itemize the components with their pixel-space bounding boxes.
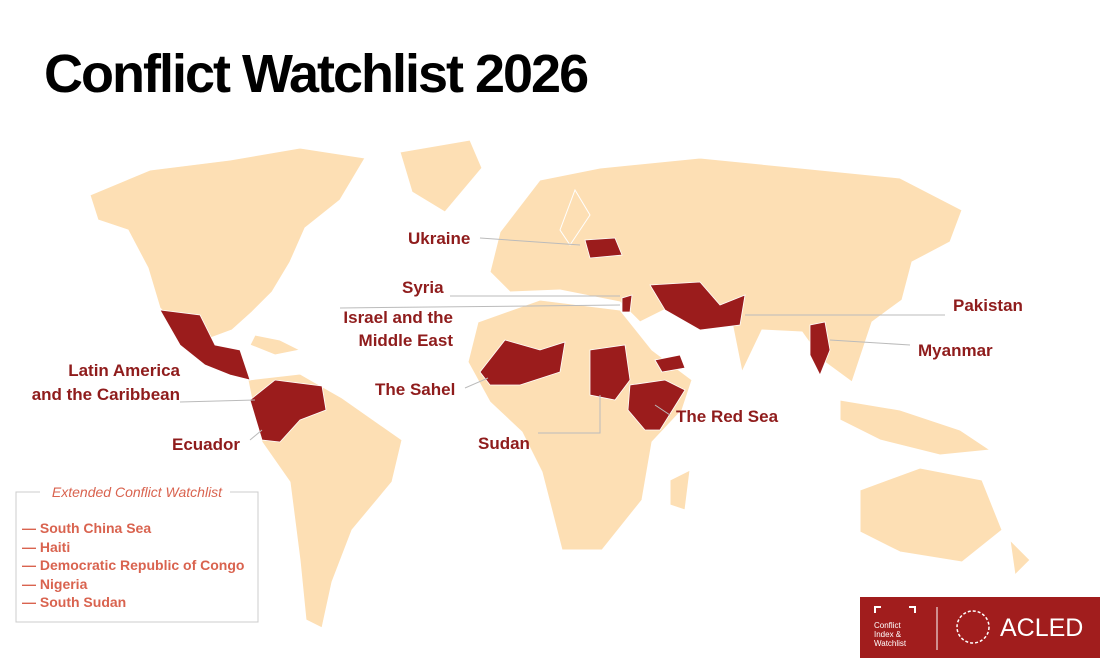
- label: Syria: [402, 278, 444, 297]
- title: Conflict Watchlist 2026: [44, 44, 588, 104]
- legend-item: — Democratic Republic of Congo: [22, 557, 244, 573]
- logo-brand: ACLED: [1000, 614, 1083, 642]
- logo-text: Index &: [874, 630, 902, 639]
- logo-text: Conflict: [874, 621, 901, 630]
- conflict-areas: [159, 237, 831, 443]
- legend-item: — Nigeria: [22, 576, 88, 592]
- logo-bg: [860, 597, 1100, 658]
- logo-globe: [956, 610, 990, 644]
- map-labels: Ukraine Syria Israel and the Middle East…: [32, 229, 1023, 454]
- label: The Sahel: [375, 380, 455, 399]
- label: Myanmar: [918, 341, 993, 360]
- label: Israel and the: [343, 308, 453, 327]
- label: Ecuador: [172, 435, 240, 454]
- leader-lines: [179, 237, 945, 441]
- logo-frame: [874, 606, 916, 613]
- label: Sudan: [478, 434, 530, 453]
- legend-title: Extended Conflict Watchlist: [52, 484, 223, 500]
- legend-item: — South China Sea: [22, 520, 151, 536]
- logo-text: Watchlist: [874, 639, 907, 648]
- legend-title-bg: [40, 484, 230, 500]
- label: The Red Sea: [676, 407, 779, 426]
- legend: Extended Conflict Watchlist — South Chin…: [15, 484, 259, 623]
- label: Latin America: [68, 361, 180, 380]
- label: Middle East: [359, 331, 454, 350]
- label: and the Caribbean: [32, 385, 180, 404]
- label: Ukraine: [408, 229, 470, 248]
- logo: Conflict Index & Watchlist ACLED: [860, 597, 1100, 658]
- world-map: [89, 139, 1031, 629]
- label: Pakistan: [953, 296, 1023, 315]
- legend-item: — Haiti: [22, 539, 70, 555]
- legend-item: — South Sudan: [22, 594, 126, 610]
